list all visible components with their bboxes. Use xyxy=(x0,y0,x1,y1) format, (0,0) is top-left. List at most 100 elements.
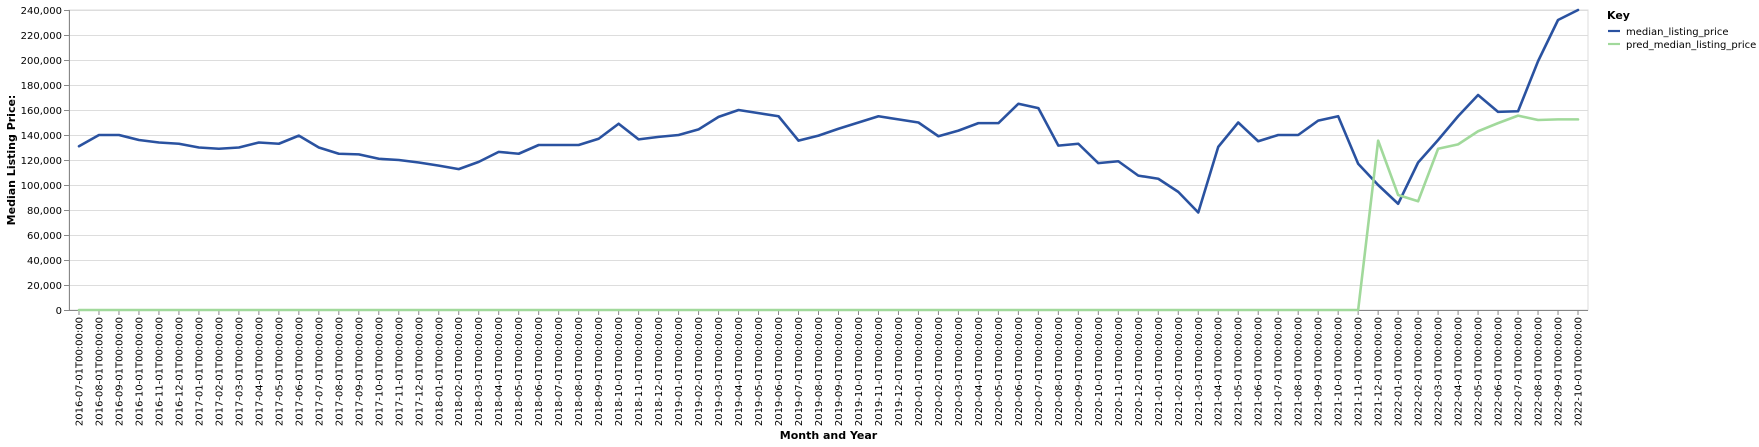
x-tick-label: 2022-08-01T00:00:00 xyxy=(1534,317,1545,426)
y-tick-label: 220,000 xyxy=(21,31,62,42)
y-tick-label: 160,000 xyxy=(21,106,62,117)
x-tick-label: 2018-07-01T00:00:00 xyxy=(554,317,565,426)
series-lines xyxy=(77,8,1580,312)
x-tick-label: 2020-06-01T00:00:00 xyxy=(1014,317,1025,426)
x-tick-label: 2019-11-01T00:00:00 xyxy=(874,317,885,426)
legend: Key median_listing_price pred_median_list… xyxy=(1607,9,1756,51)
x-tick-label: 2017-09-01T00:00:00 xyxy=(354,317,365,426)
x-tick-label: 2017-11-01T00:00:00 xyxy=(394,317,405,426)
x-tick-label: 2016-09-01T00:00:00 xyxy=(114,317,125,426)
y-tick-label: 80,000 xyxy=(27,206,62,217)
y-tick-label: 200,000 xyxy=(21,56,62,67)
x-tick-label: 2017-08-01T00:00:00 xyxy=(334,317,345,426)
x-tick-label: 2020-09-01T00:00:00 xyxy=(1074,317,1085,426)
x-tick-label: 2018-06-01T00:00:00 xyxy=(534,317,545,426)
x-tick-label: 2019-01-01T00:00:00 xyxy=(674,317,685,426)
y-tick-label: 20,000 xyxy=(27,281,62,292)
x-tick-label: 2022-10-01T00:00:00 xyxy=(1574,317,1585,426)
x-tick-label: 2018-04-01T00:00:00 xyxy=(494,317,505,426)
y-tick-label: 180,000 xyxy=(21,81,62,92)
x-tick-label: 2021-08-01T00:00:00 xyxy=(1294,317,1305,426)
y-tick-label: 40,000 xyxy=(27,256,62,267)
x-tick-label: 2016-11-01T00:00:00 xyxy=(154,317,165,426)
x-tick-label: 2022-07-01T00:00:00 xyxy=(1514,317,1525,426)
x-tick-label: 2017-04-01T00:00:00 xyxy=(254,317,265,426)
x-tick-label: 2020-01-01T00:00:00 xyxy=(914,317,925,426)
x-tick-label: 2019-12-01T00:00:00 xyxy=(894,317,905,426)
y-tick-label: 0 xyxy=(56,306,62,317)
x-tick-label: 2021-02-01T00:00:00 xyxy=(1174,317,1185,426)
y-axis-title: Median Listing Price: xyxy=(5,95,18,226)
x-tick-label: 2016-07-01T00:00:00 xyxy=(74,317,85,426)
y-tick-label: 100,000 xyxy=(21,181,62,192)
x-tick-label: 2018-09-01T00:00:00 xyxy=(594,317,605,426)
x-tick-label: 2019-05-01T00:00:00 xyxy=(754,317,765,426)
x-tick-label: 2016-10-01T00:00:00 xyxy=(134,317,145,426)
axes: 0 20,000 40,000 60,000 80,000 100,000 120,000 1… xyxy=(21,6,1588,426)
x-tick-label: 2021-09-01T00:00:00 xyxy=(1314,317,1325,426)
x-tick-label: 2022-05-01T00:00:00 xyxy=(1474,317,1485,426)
x-tick-label: 2020-10-01T00:00:00 xyxy=(1094,317,1105,426)
x-tick-label: 2020-02-01T00:00:00 xyxy=(934,317,945,426)
grid-lines xyxy=(68,9,1589,311)
legend-title: Key xyxy=(1607,9,1630,22)
x-tick-label: 2020-11-01T00:00:00 xyxy=(1114,317,1125,426)
x-tick-label: 2016-08-01T00:00:00 xyxy=(94,317,105,426)
x-tick-label: 2017-01-01T00:00:00 xyxy=(194,317,205,426)
x-tick-label: 2019-09-01T00:00:00 xyxy=(834,317,845,426)
series-line-pred-median-listing-price xyxy=(77,114,1580,312)
x-tick-label: 2021-10-01T00:00:00 xyxy=(1334,317,1345,426)
x-tick-label: 2017-12-01T00:00:00 xyxy=(414,317,425,426)
x-tick-label: 2020-08-01T00:00:00 xyxy=(1054,317,1065,426)
x-tick-label: 2019-04-01T00:00:00 xyxy=(734,317,745,426)
x-tick-label: 2022-04-01T00:00:00 xyxy=(1454,317,1465,426)
x-tick-label: 2018-05-01T00:00:00 xyxy=(514,317,525,426)
x-tick-label: 2017-02-01T00:00:00 xyxy=(214,317,225,426)
x-tick-label: 2018-12-01T00:00:00 xyxy=(654,317,665,426)
x-tick-label: 2017-07-01T00:00:00 xyxy=(314,317,325,426)
x-tick-label: 2021-05-01T00:00:00 xyxy=(1234,317,1245,426)
x-tick-label: 2018-03-01T00:00:00 xyxy=(474,317,485,426)
x-tick-label: 2021-06-01T00:00:00 xyxy=(1254,317,1265,426)
x-tick-label: 2019-10-01T00:00:00 xyxy=(854,317,865,426)
x-tick-label: 2017-10-01T00:00:00 xyxy=(374,317,385,426)
x-tick-label: 2020-07-01T00:00:00 xyxy=(1034,317,1045,426)
x-tick-label: 2018-08-01T00:00:00 xyxy=(574,317,585,426)
x-tick-label: 2021-03-01T00:00:00 xyxy=(1194,317,1205,426)
x-tick-label: 2021-04-01T00:00:00 xyxy=(1214,317,1225,426)
x-tick-label: 2020-04-01T00:00:00 xyxy=(974,317,985,426)
x-tick-label: 2022-01-01T00:00:00 xyxy=(1394,317,1405,426)
x-tick-label: 2019-02-01T00:00:00 xyxy=(694,317,705,426)
x-tick-label: 2017-06-01T00:00:00 xyxy=(294,317,305,426)
x-tick-label: 2018-10-01T00:00:00 xyxy=(614,317,625,426)
x-tick-label: 2016-12-01T00:00:00 xyxy=(174,317,185,426)
x-tick-label: 2020-12-01T00:00:00 xyxy=(1134,317,1145,426)
x-tick-label: 2020-05-01T00:00:00 xyxy=(994,317,1005,426)
x-tick-label: 2021-11-01T00:00:00 xyxy=(1354,317,1365,426)
x-tick-label: 2022-09-01T00:00:00 xyxy=(1554,317,1565,426)
x-tick-label: 2022-03-01T00:00:00 xyxy=(1434,317,1445,426)
y-tick-label: 140,000 xyxy=(21,131,62,142)
x-tick-label: 2020-03-01T00:00:00 xyxy=(954,317,965,426)
x-tick-label: 2019-07-01T00:00:00 xyxy=(794,317,805,426)
x-tick-label: 2021-07-01T00:00:00 xyxy=(1274,317,1285,426)
legend-label: median_listing_price xyxy=(1626,27,1729,38)
y-tick-label: 120,000 xyxy=(21,156,62,167)
x-tick-label: 2018-02-01T00:00:00 xyxy=(454,317,465,426)
x-tick-label: 2021-01-01T00:00:00 xyxy=(1154,317,1165,426)
x-tick-label: 2022-06-01T00:00:00 xyxy=(1494,317,1505,426)
x-tick-label: 2017-05-01T00:00:00 xyxy=(274,317,285,426)
x-tick-label: 2017-03-01T00:00:00 xyxy=(234,317,245,426)
x-tick-label: 2018-11-01T00:00:00 xyxy=(634,317,645,426)
x-tick-label: 2019-03-01T00:00:00 xyxy=(714,317,725,426)
legend-label: pred_median_listing_price xyxy=(1626,40,1756,51)
x-axis-title: Month and Year xyxy=(780,429,878,442)
y-tick-label: 60,000 xyxy=(27,231,62,242)
x-tick-label: 2019-08-01T00:00:00 xyxy=(814,317,825,426)
y-tick-label: 240,000 xyxy=(21,6,62,17)
x-tick-label: 2022-02-01T00:00:00 xyxy=(1414,317,1425,426)
x-tick-label: 2019-06-01T00:00:00 xyxy=(774,317,785,426)
x-tick-label: 2021-12-01T00:00:00 xyxy=(1374,317,1385,426)
series-line-median-listing-price xyxy=(77,8,1580,214)
x-tick-label: 2018-01-01T00:00:00 xyxy=(434,317,445,426)
